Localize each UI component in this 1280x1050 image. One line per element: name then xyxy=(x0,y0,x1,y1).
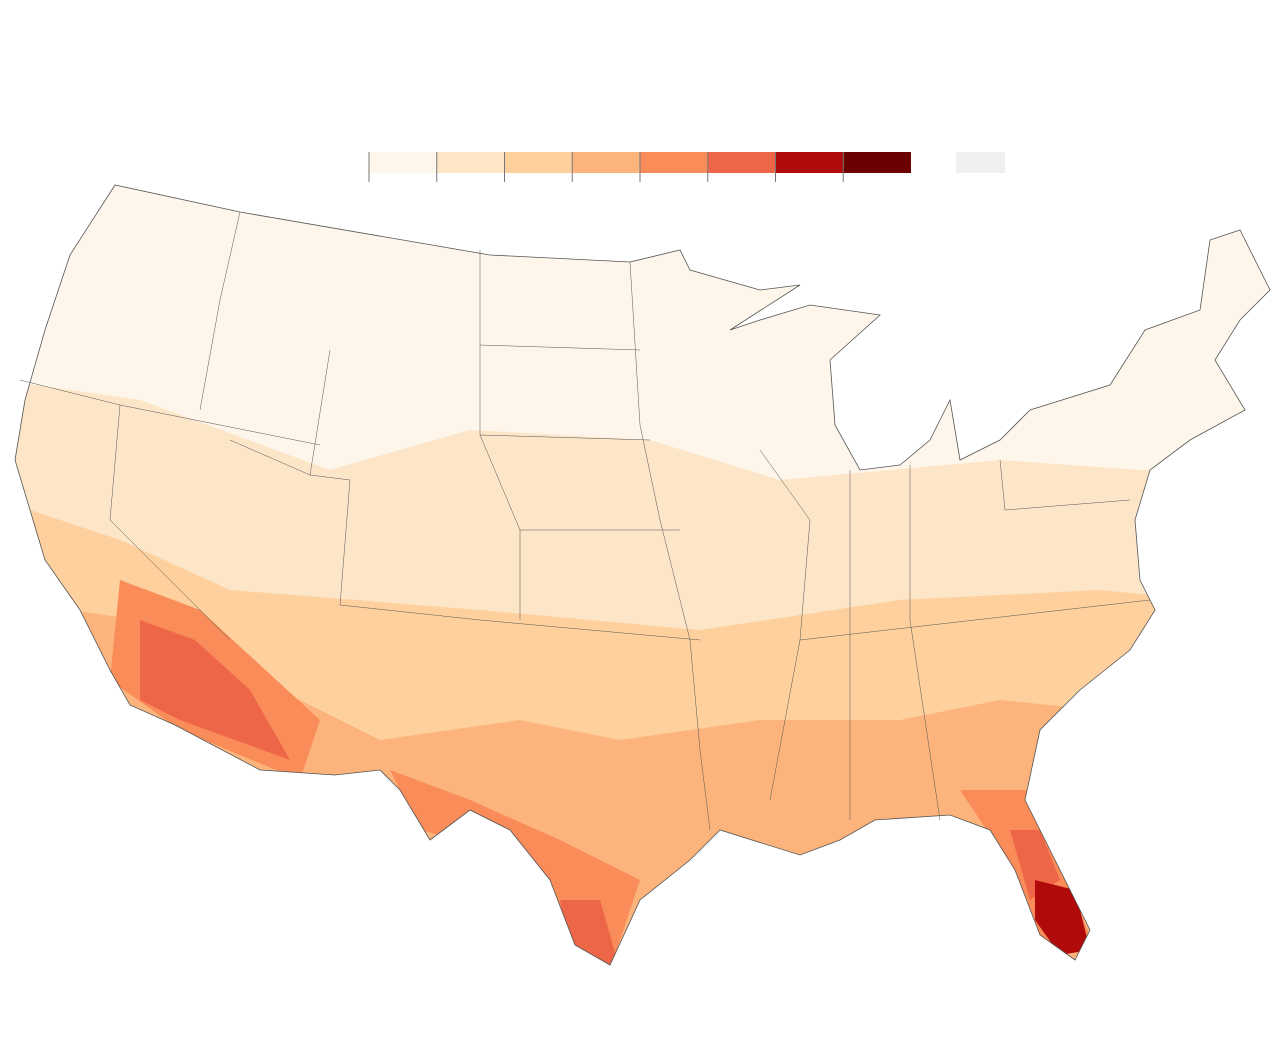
legend-swatch xyxy=(504,152,573,173)
legend xyxy=(368,152,1005,182)
region-level-7 xyxy=(1035,880,1090,955)
region-level-5 xyxy=(110,580,1095,965)
choropleth xyxy=(15,185,1270,965)
legend-swatch xyxy=(436,152,505,173)
legend-no-data-swatch xyxy=(956,152,1005,173)
region-level-6 xyxy=(140,620,1060,965)
legend-swatch xyxy=(369,152,437,173)
legend-swatch xyxy=(707,152,776,173)
state-borders xyxy=(19,211,1151,831)
legend-swatch xyxy=(572,152,640,173)
legend-swatch xyxy=(775,152,844,173)
legend-swatch xyxy=(843,152,911,173)
legend-swatch xyxy=(640,152,708,173)
